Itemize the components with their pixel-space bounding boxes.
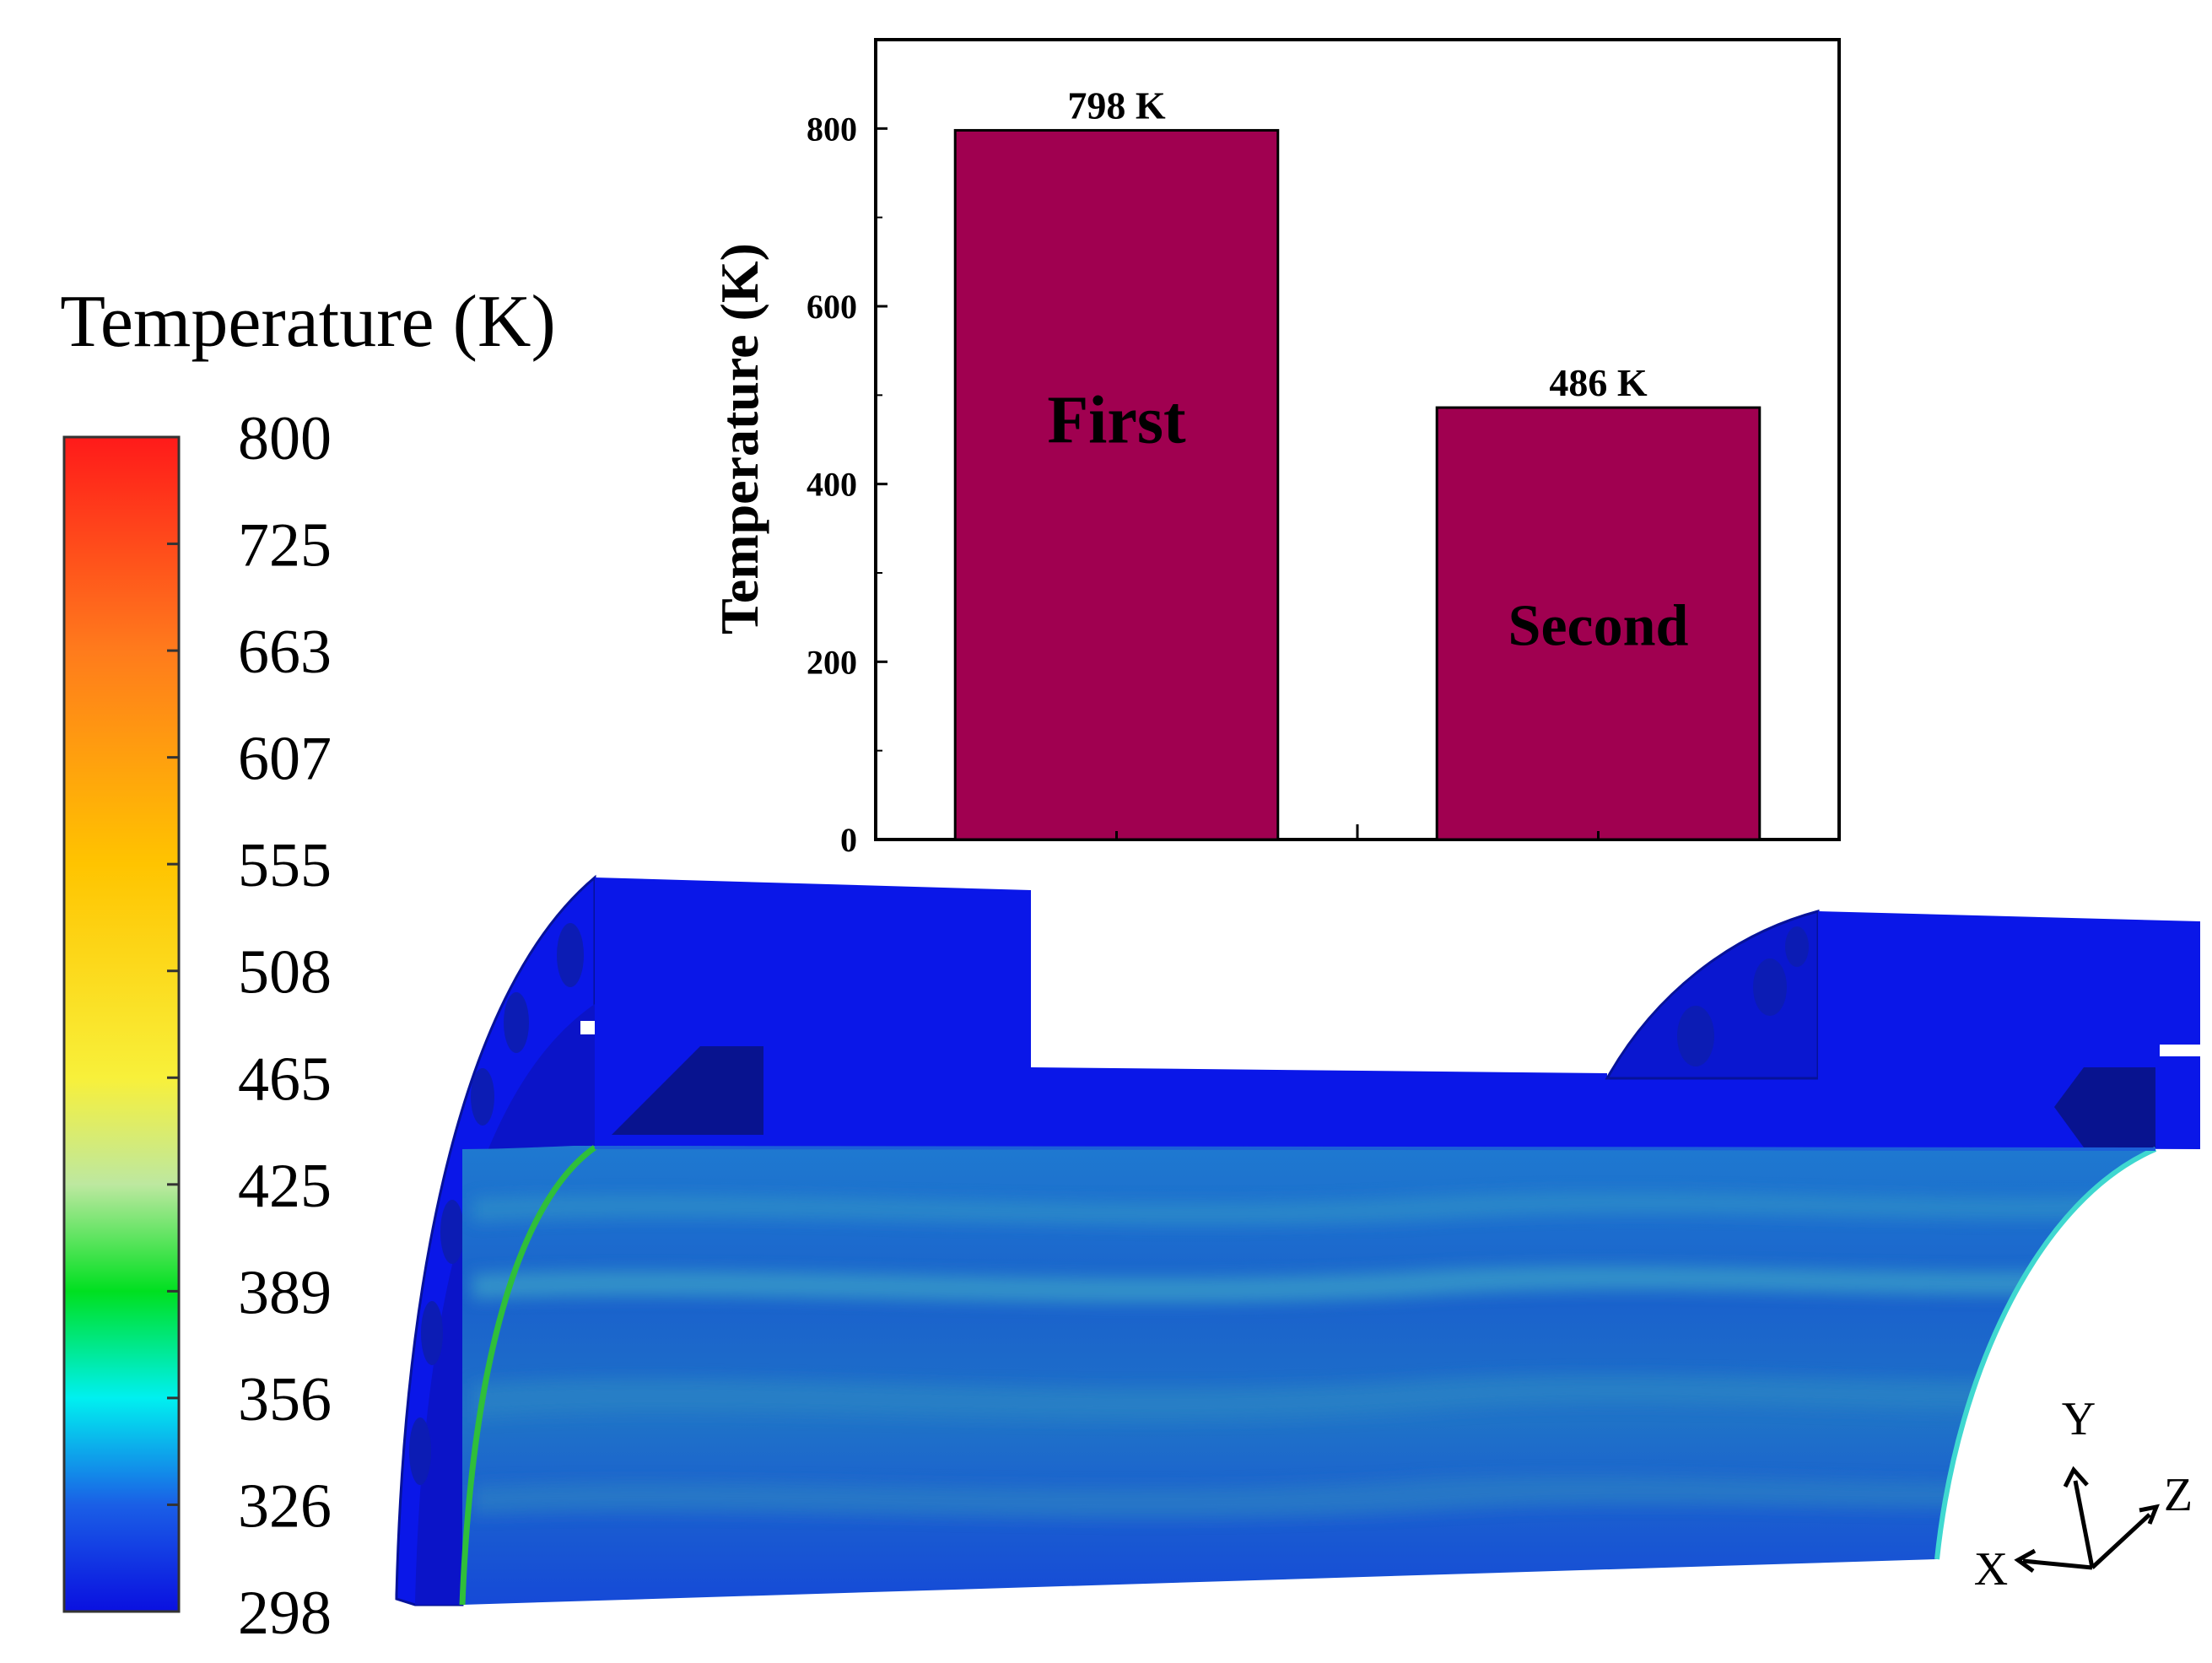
bar xyxy=(953,128,1280,841)
triad-x-label: X xyxy=(1974,1543,2008,1596)
colorbar-title: Temperature (K) xyxy=(60,281,556,363)
colorbar-ticks: 800 725 663 607 555 508 465 425 389 356 326 298 xyxy=(167,404,332,1648)
left-flange-bolt-holes xyxy=(409,923,584,1485)
colorbar-tick-label: 465 xyxy=(238,1045,332,1114)
colorbar-tick-label: 607 xyxy=(238,725,332,794)
colorbar-tick-label: 800 xyxy=(238,404,332,473)
bar xyxy=(1435,406,1762,841)
colorbar-tick-label: 389 xyxy=(238,1258,332,1327)
temperature-contour-model xyxy=(395,874,2200,1606)
axes-triad xyxy=(2014,1466,2161,1574)
y-tick-label: 800 xyxy=(807,110,857,148)
bar-data-label: 486 K xyxy=(1549,361,1648,404)
right-inner-edge xyxy=(1934,1147,2157,1560)
colorbar-tick-label: 326 xyxy=(238,1471,332,1541)
colorbar-tick-label: 725 xyxy=(238,511,332,580)
top-inner-edge xyxy=(594,1146,2156,1151)
y-axis-label: Temperature (K) xyxy=(709,243,769,634)
triad-x-axis xyxy=(2022,1558,2093,1570)
triad-z-label: Z xyxy=(2164,1469,2193,1521)
colorbar-tick-label: 508 xyxy=(238,938,332,1007)
bar-data-label: 798 K xyxy=(1067,84,1166,127)
left-top-block xyxy=(595,877,1818,1147)
colorbar: Temperature (K) 800 725 663 607 555 508 465 425… xyxy=(60,281,556,1648)
y-axis: 0 200 400 600 800 xyxy=(807,110,887,859)
left-corner-wedge xyxy=(612,1046,763,1135)
triad-y-axis xyxy=(2073,1480,2095,1569)
right-flange xyxy=(1605,910,1820,1080)
y-tick-label: 600 xyxy=(807,288,857,326)
triad-z-arrow xyxy=(2139,1504,2161,1525)
triad-z-axis xyxy=(2091,1513,2151,1569)
left-block-notch xyxy=(580,1021,595,1034)
triad-x-arrow xyxy=(2014,1548,2037,1574)
triad-y-arrow xyxy=(2063,1466,2089,1488)
right-corner-wedge xyxy=(2054,1067,2155,1147)
triad-y-label: Y xyxy=(2062,1393,2096,1445)
colorbar-tick-label: 555 xyxy=(238,831,332,900)
y-tick-label: 0 xyxy=(840,821,857,859)
inner-surface xyxy=(462,1146,2155,1605)
right-block-notch xyxy=(2160,1045,2200,1056)
inner-edge-highlight xyxy=(459,1145,597,1606)
bars: 798 K First 486 K Second xyxy=(953,84,1762,841)
colorbar-tick-label: 425 xyxy=(238,1152,332,1221)
right-flange-bolt-holes xyxy=(1677,926,1809,1066)
bar-category-label: Second xyxy=(1508,594,1689,659)
bar-category-label: First xyxy=(1047,383,1186,457)
y-tick-label: 200 xyxy=(807,643,857,681)
y-tick-label: 400 xyxy=(807,466,857,504)
bar-chart: 0 200 400 600 800 798 K First 486 K Second Temp… xyxy=(709,38,1841,859)
colorbar-tick-label: 663 xyxy=(238,618,332,687)
colorbar-tick-label: 298 xyxy=(238,1579,332,1648)
colorbar-tick-label: 356 xyxy=(238,1365,332,1434)
colorbar-gradient xyxy=(62,435,181,1613)
